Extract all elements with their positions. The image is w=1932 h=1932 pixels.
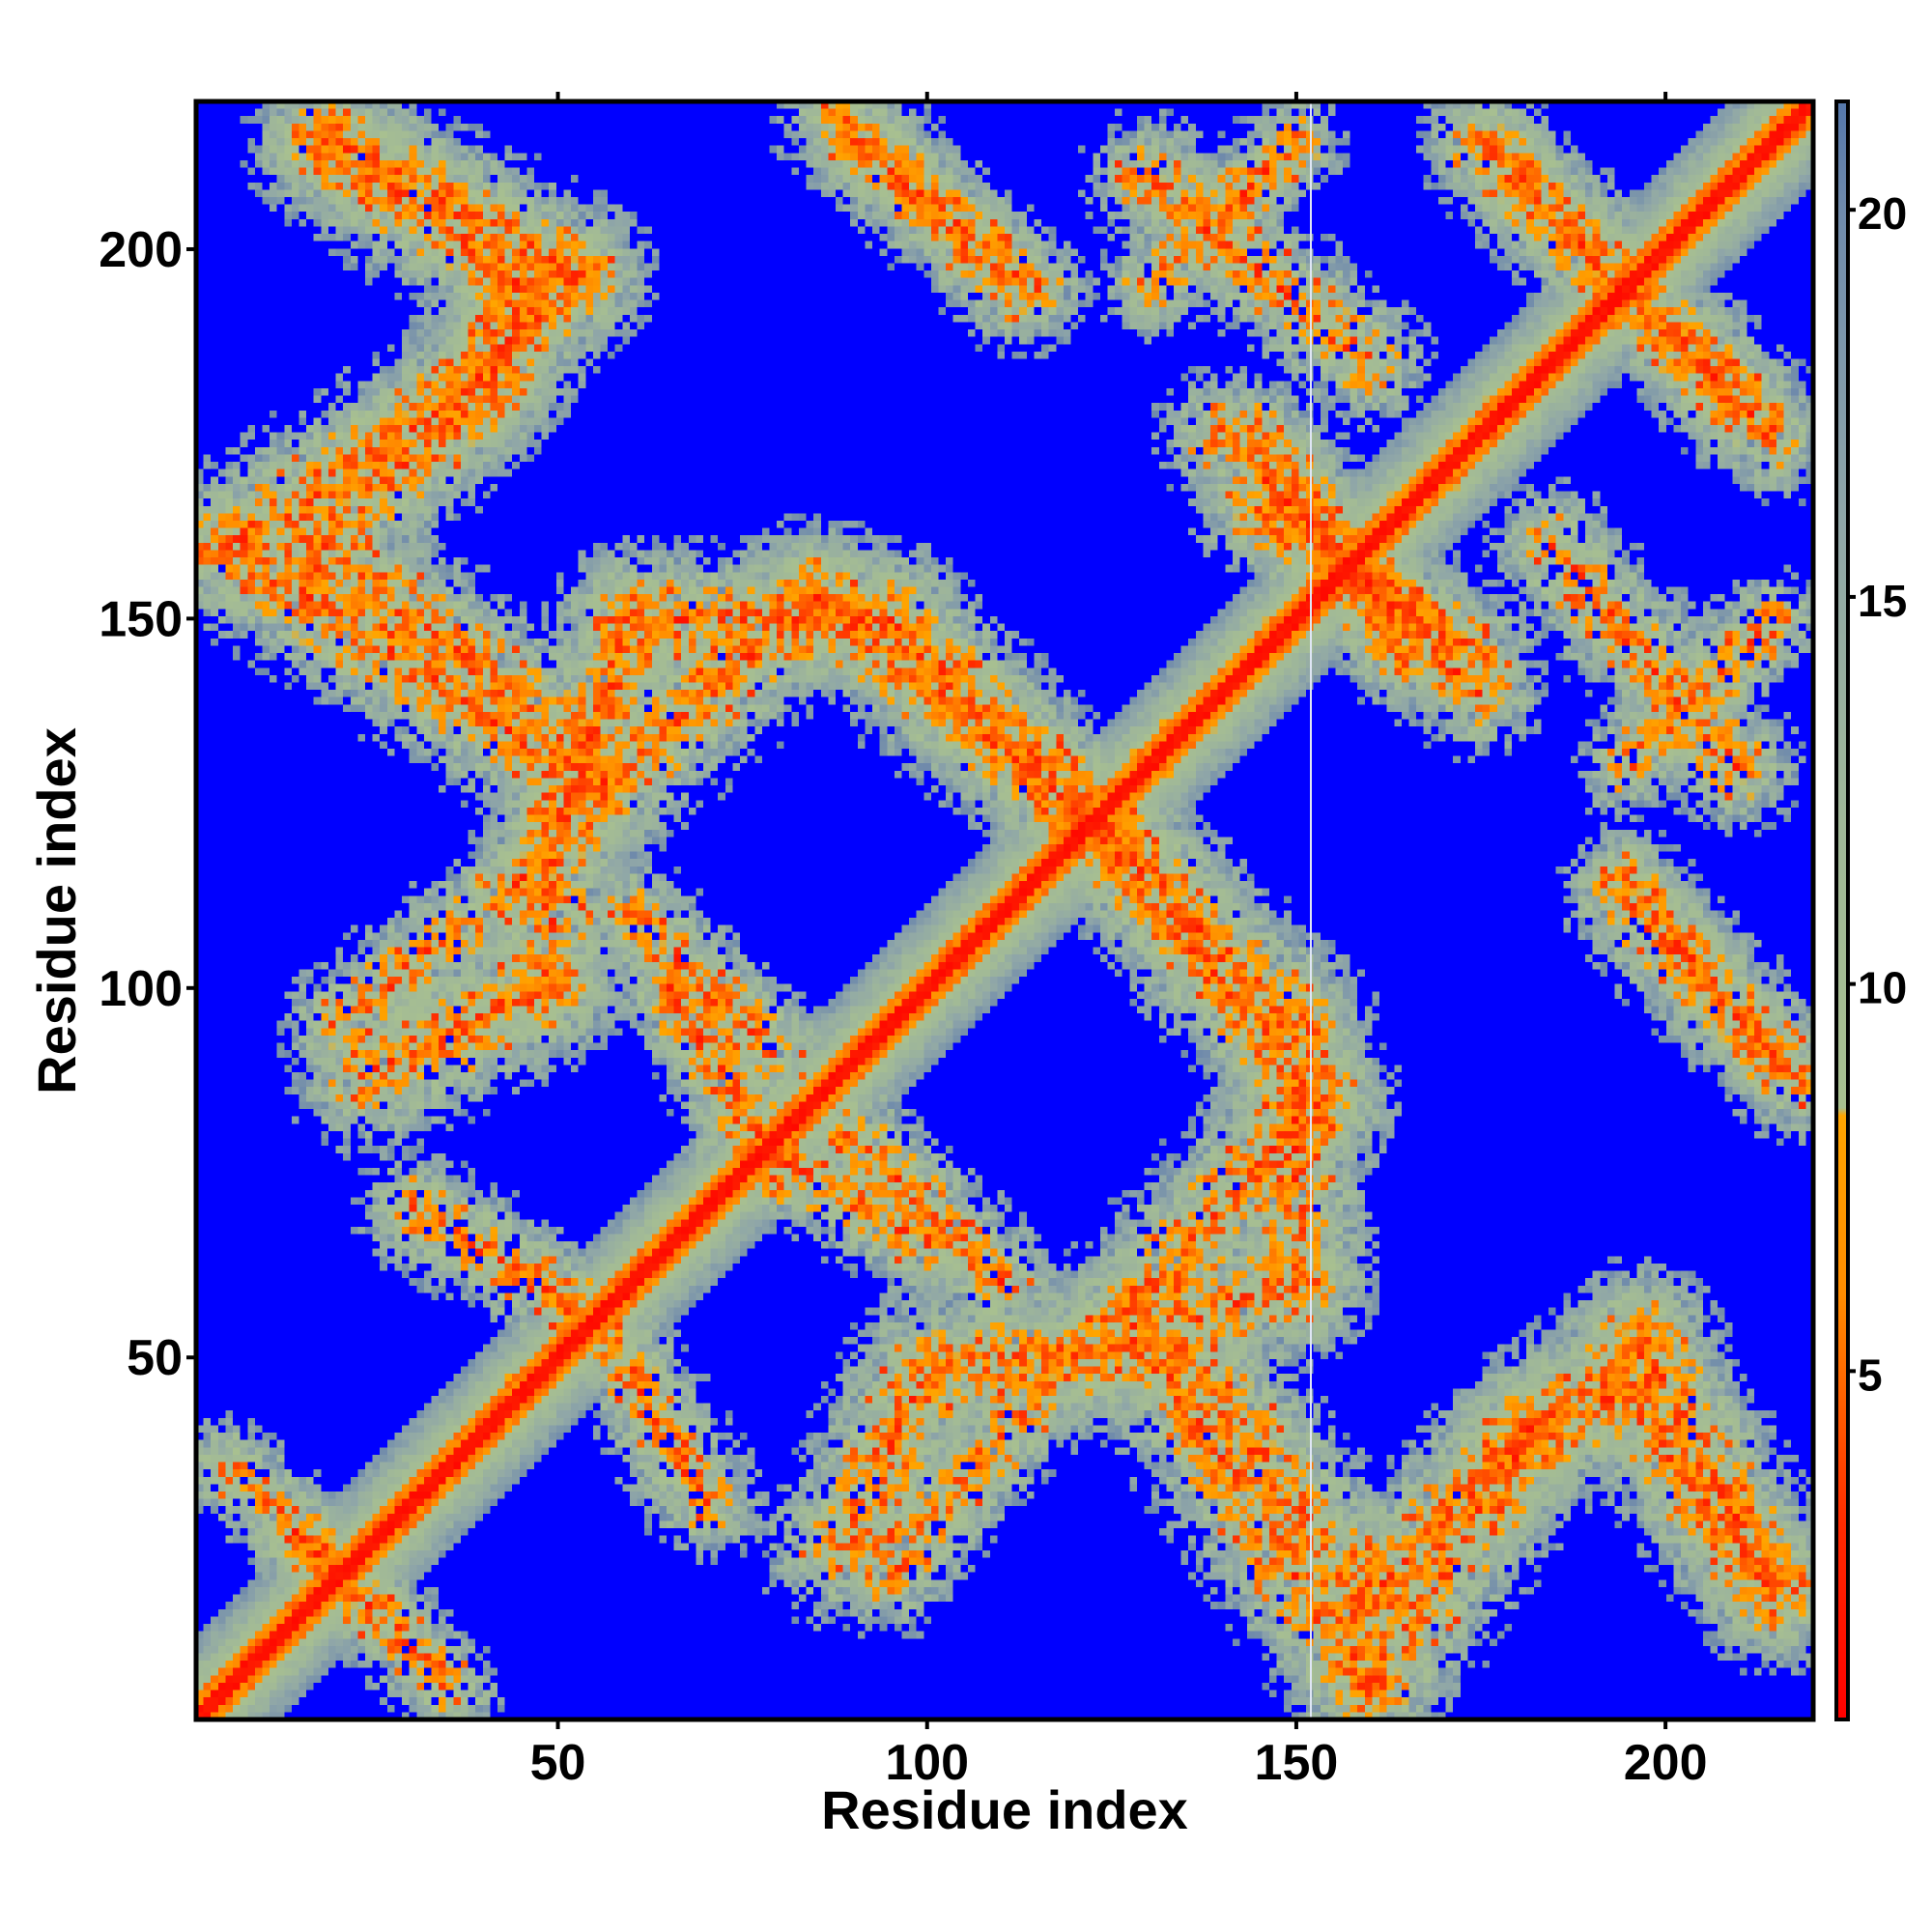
x-tick-label: 200 bbox=[1624, 1735, 1708, 1791]
colorbar-tick-label: 20 bbox=[1858, 188, 1907, 239]
y-tick-label: 150 bbox=[99, 591, 183, 647]
plot-frame bbox=[193, 99, 1816, 1722]
y-tick-label: 200 bbox=[99, 222, 183, 278]
colorbar-ticks: 5 10 15 20 bbox=[1848, 188, 1907, 1400]
y-axis-title: Residue index bbox=[26, 727, 87, 1094]
y-tick-label: 100 bbox=[99, 961, 183, 1017]
y-tick-label: 50 bbox=[127, 1330, 183, 1386]
heatmap-cells bbox=[196, 101, 1813, 1719]
x-axis: 50 100 150 200 bbox=[530, 92, 1708, 1791]
x-tick-label: 50 bbox=[530, 1735, 586, 1791]
heatmap-plot-area bbox=[193, 99, 1816, 1722]
x-axis-title: Residue index bbox=[821, 1779, 1188, 1840]
colorbar: 5 10 15 20 bbox=[1834, 99, 1907, 1721]
y-axis: 50 100 150 200 bbox=[99, 222, 196, 1386]
colorbar-gradient bbox=[1834, 99, 1850, 1721]
x-tick-label: 100 bbox=[885, 1735, 969, 1791]
colorbar-tick-label: 15 bbox=[1858, 576, 1907, 626]
colorbar-tick-label: 10 bbox=[1858, 963, 1907, 1013]
colorbar-tick-label: 5 bbox=[1858, 1350, 1883, 1400]
x-tick-label: 150 bbox=[1255, 1735, 1339, 1791]
